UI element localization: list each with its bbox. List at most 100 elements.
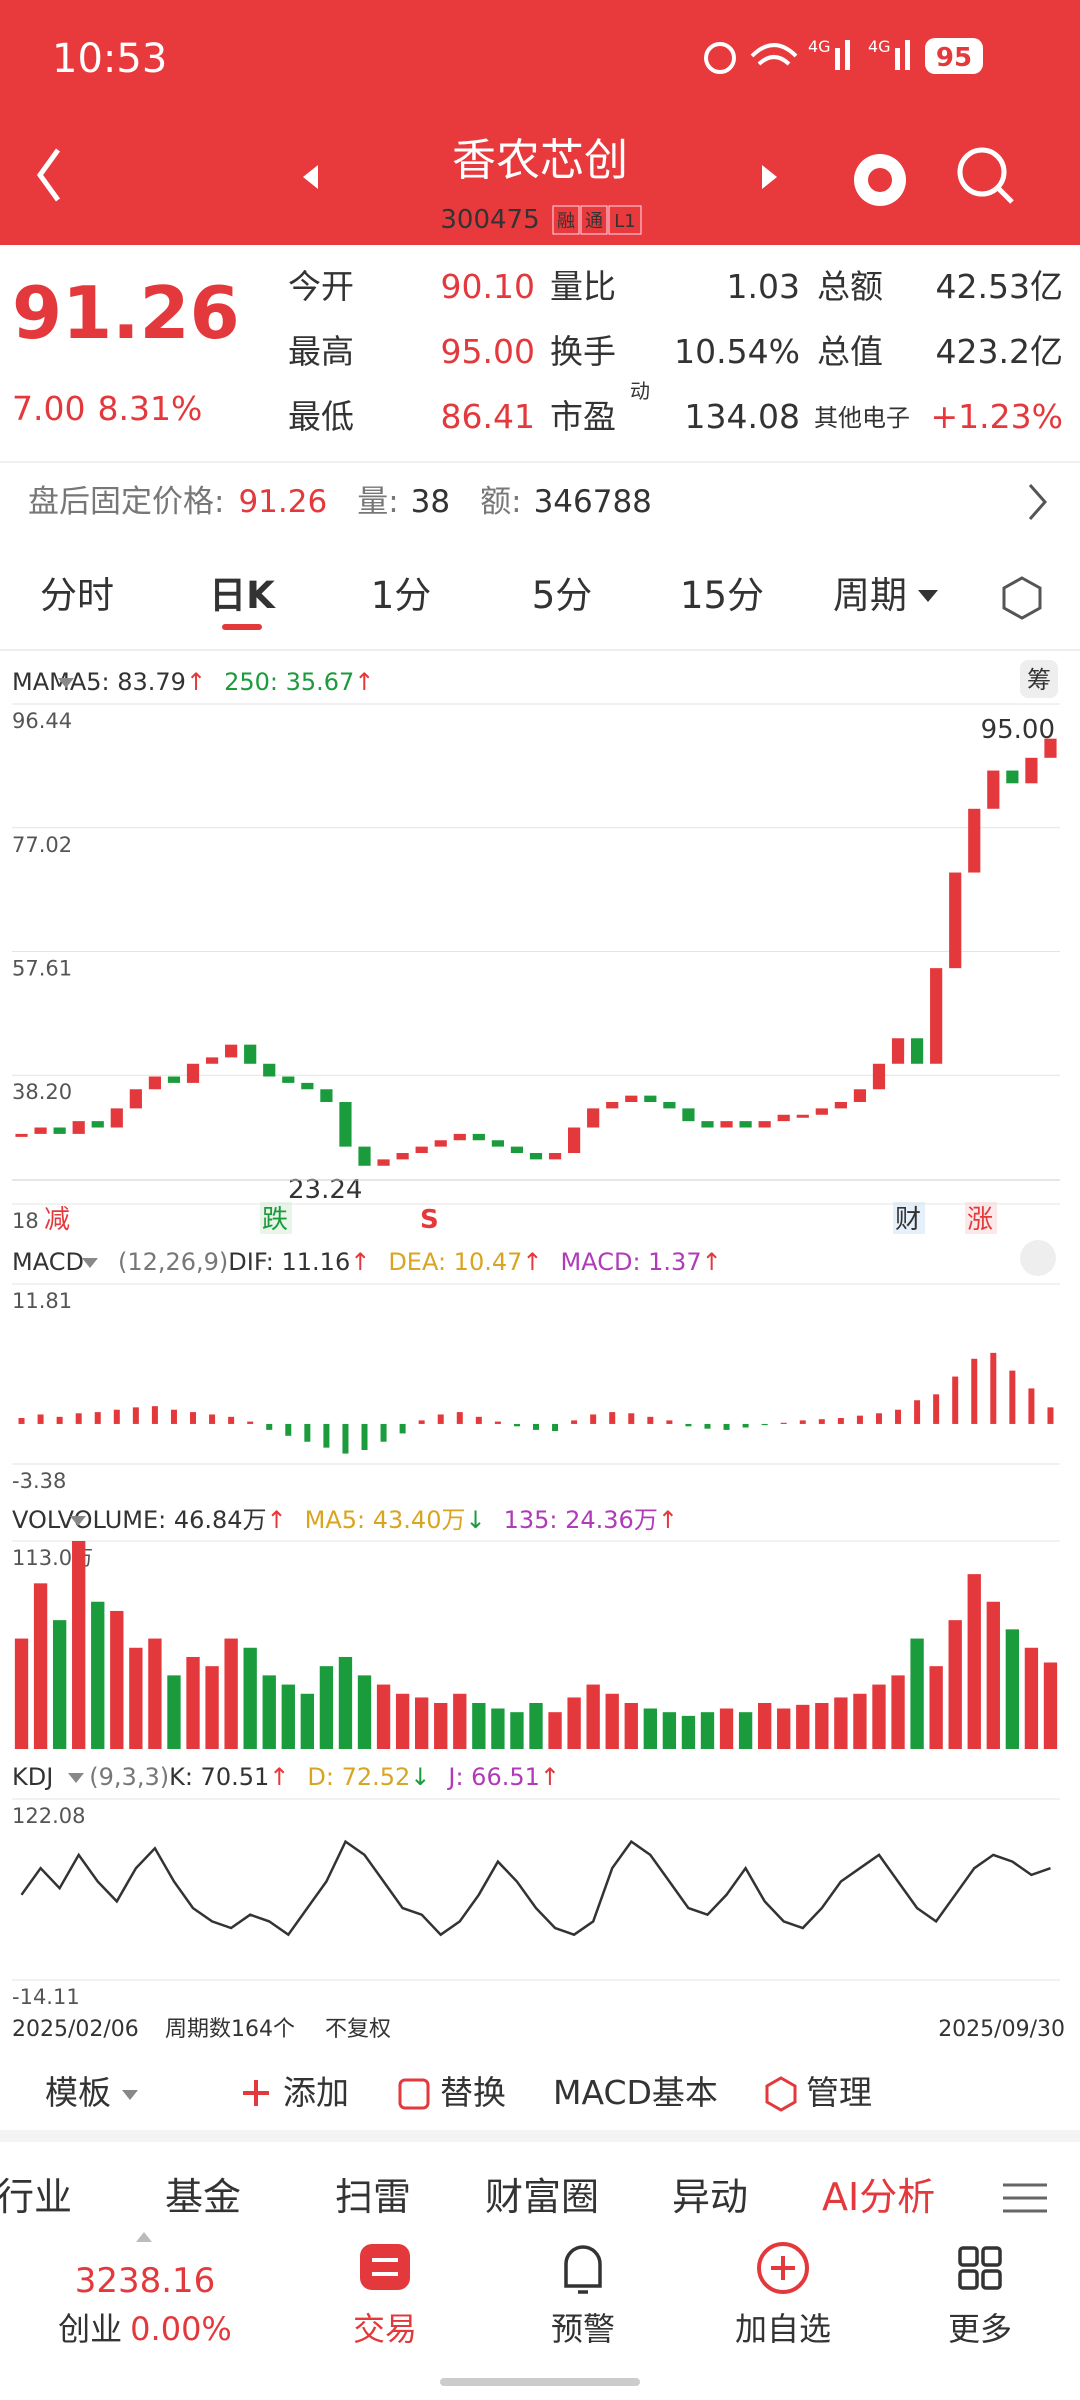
- legend-name[interactable]: VOL: [12, 1506, 61, 1534]
- tool[interactable]: 添加: [283, 2073, 349, 2112]
- event-markers: 减 跌 S 财 涨: [44, 1202, 997, 1235]
- signal-icon: [845, 40, 850, 70]
- prev-stock[interactable]: [303, 165, 318, 189]
- volume-bar: [929, 1666, 943, 1749]
- volume-bar: [224, 1638, 238, 1749]
- volume-bar: [415, 1697, 429, 1749]
- period-tab[interactable]: 分时: [40, 574, 114, 617]
- expand-button[interactable]: [1020, 1240, 1056, 1276]
- macd-bar: [456, 1412, 463, 1424]
- legend-value: 135: 24.36万: [504, 1506, 658, 1534]
- bottom-tab[interactable]: 异动: [672, 2175, 748, 2219]
- volume-bar: [510, 1712, 524, 1749]
- bottom-tab[interactable]: 扫雷: [335, 2175, 411, 2219]
- macd-bar: [190, 1412, 197, 1424]
- volume-bar: [967, 1574, 981, 1749]
- macd-bar: [247, 1421, 254, 1424]
- tool[interactable]: 管理: [806, 2073, 872, 2112]
- candle: [548, 1153, 562, 1160]
- legend-arrow: ↑: [186, 668, 206, 696]
- period-count: 周期数164个: [165, 2017, 295, 2042]
- tool[interactable]: MACD基本: [553, 2073, 718, 2112]
- marker[interactable]: 涨: [967, 1205, 993, 1235]
- candle: [872, 1063, 886, 1090]
- nav-item[interactable]: 交易: [353, 2310, 417, 2348]
- legend-arrow: ↑: [702, 1248, 722, 1276]
- ah-chevron[interactable]: [1028, 484, 1048, 520]
- legend-name[interactable]: KDJ: [12, 1763, 53, 1791]
- volume-bar: [148, 1638, 162, 1749]
- candle: [91, 1121, 104, 1128]
- ah-label: 盘后固定价格:: [28, 484, 224, 520]
- volume-bar: [1024, 1647, 1039, 1749]
- macd-bar: [342, 1423, 349, 1454]
- period-tab-active[interactable]: 日K: [209, 574, 276, 617]
- add-icon: [243, 2080, 269, 2106]
- next-stock[interactable]: [762, 165, 777, 189]
- index-change: 0.00%: [130, 2310, 232, 2348]
- ah-amount: 346788: [534, 484, 652, 520]
- legend-arrow: ↑: [350, 1248, 370, 1276]
- candle: [853, 1089, 867, 1103]
- chips-button[interactable]: 筹: [1027, 666, 1051, 694]
- legend-arrow: ↑: [269, 1763, 289, 1791]
- macd-bar: [990, 1352, 997, 1424]
- settings-button[interactable]: [1002, 576, 1042, 620]
- price-change: 7.00 8.31%: [12, 389, 202, 428]
- bottom-tab-active[interactable]: AI分析: [822, 2175, 935, 2219]
- volume-bar: [777, 1708, 791, 1749]
- plus: [771, 2256, 795, 2280]
- bottom-tab[interactable]: 财富圈: [485, 2175, 599, 2219]
- menu-icon[interactable]: [1003, 2183, 1047, 2213]
- volume-bar: [1043, 1662, 1058, 1749]
- marker[interactable]: S: [420, 1205, 439, 1235]
- legend-name[interactable]: MA: [12, 668, 50, 696]
- nav-item[interactable]: 预警: [551, 2310, 615, 2348]
- legend-name[interactable]: MACD: [12, 1248, 84, 1276]
- candle: [625, 1095, 638, 1103]
- period-tab[interactable]: 15分: [680, 574, 764, 617]
- candle: [834, 1102, 847, 1109]
- macd-bar: [437, 1414, 444, 1424]
- macd-bar: [742, 1423, 749, 1428]
- period-tab[interactable]: 5分: [532, 574, 593, 617]
- wifi-icon: [750, 43, 798, 66]
- macd-bar: [761, 1423, 768, 1426]
- nav-item[interactable]: 更多: [948, 2310, 1012, 2348]
- marker[interactable]: 跌: [262, 1205, 288, 1235]
- tool[interactable]: 模板: [45, 2073, 111, 2112]
- volume-bar: [662, 1712, 677, 1749]
- network-label: 4G: [808, 37, 831, 56]
- legend-arrow: ↑: [522, 1248, 542, 1276]
- volume-bar: [1005, 1629, 1020, 1749]
- candle: [72, 1121, 85, 1134]
- volume-bar: [719, 1708, 734, 1749]
- bottom-tab[interactable]: 行业: [0, 2175, 72, 2219]
- marker[interactable]: 减: [44, 1205, 70, 1235]
- search-button[interactable]: [957, 147, 1007, 197]
- candle: [796, 1114, 809, 1118]
- index-name: 创业: [58, 2310, 122, 2348]
- tool[interactable]: 替换: [440, 2073, 506, 2112]
- alarm-icon: [704, 42, 736, 74]
- adjust-mode[interactable]: 不复权: [325, 2017, 391, 2042]
- macd-bar: [304, 1423, 311, 1442]
- bottom-tab[interactable]: 基金: [165, 2175, 241, 2219]
- period-tab[interactable]: 1分: [371, 574, 432, 617]
- volume-bar: [700, 1712, 715, 1749]
- macd-bar: [533, 1423, 539, 1430]
- nav-item[interactable]: 加自选: [735, 2310, 831, 2348]
- marker[interactable]: 财: [895, 1205, 921, 1235]
- period-tab[interactable]: 周期: [833, 574, 907, 617]
- legend-value: MA5: 43.40万: [305, 1506, 466, 1534]
- macd-bar: [361, 1423, 368, 1451]
- macd-bar: [132, 1407, 139, 1424]
- ah-price: 91.26: [238, 484, 327, 520]
- macd-bar: [266, 1423, 273, 1430]
- y-tick-label: 38.20: [12, 1080, 72, 1104]
- back-button[interactable]: [36, 148, 61, 202]
- sector-name[interactable]: 其他电子: [814, 404, 910, 432]
- candle: [129, 1089, 142, 1109]
- sector-change: +1.23%: [931, 397, 1063, 436]
